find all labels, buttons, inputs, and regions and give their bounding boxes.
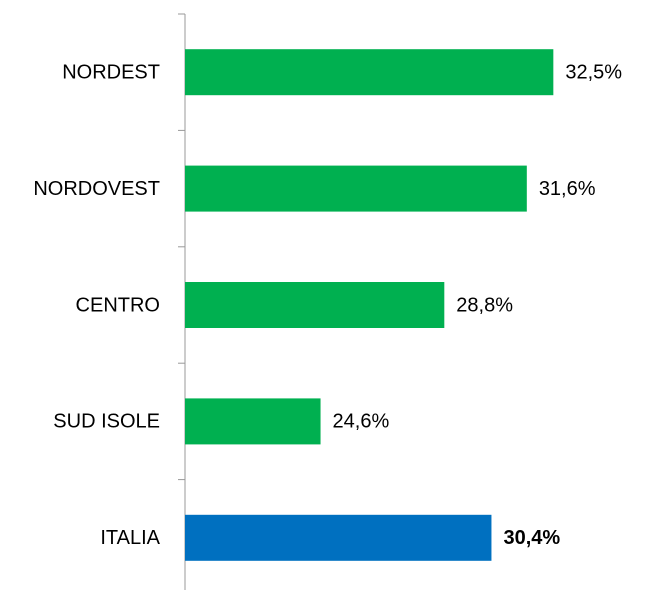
- data-label: 24,6%: [333, 411, 390, 433]
- data-label: 31,6%: [539, 178, 596, 200]
- data-label: 30,4%: [503, 527, 560, 549]
- category-label: ITALIA: [100, 527, 160, 549]
- category-label: NORDOVEST: [33, 178, 160, 200]
- bar: [185, 49, 554, 96]
- category-label: SUD ISOLE: [53, 411, 160, 433]
- category-label: NORDEST: [62, 61, 160, 83]
- bar: [185, 282, 445, 328]
- category-label: CENTRO: [76, 294, 160, 316]
- bar: [185, 165, 527, 212]
- bar: [185, 514, 492, 561]
- bar: [185, 398, 321, 445]
- data-label: 32,5%: [565, 61, 622, 83]
- data-label: 28,8%: [456, 294, 513, 316]
